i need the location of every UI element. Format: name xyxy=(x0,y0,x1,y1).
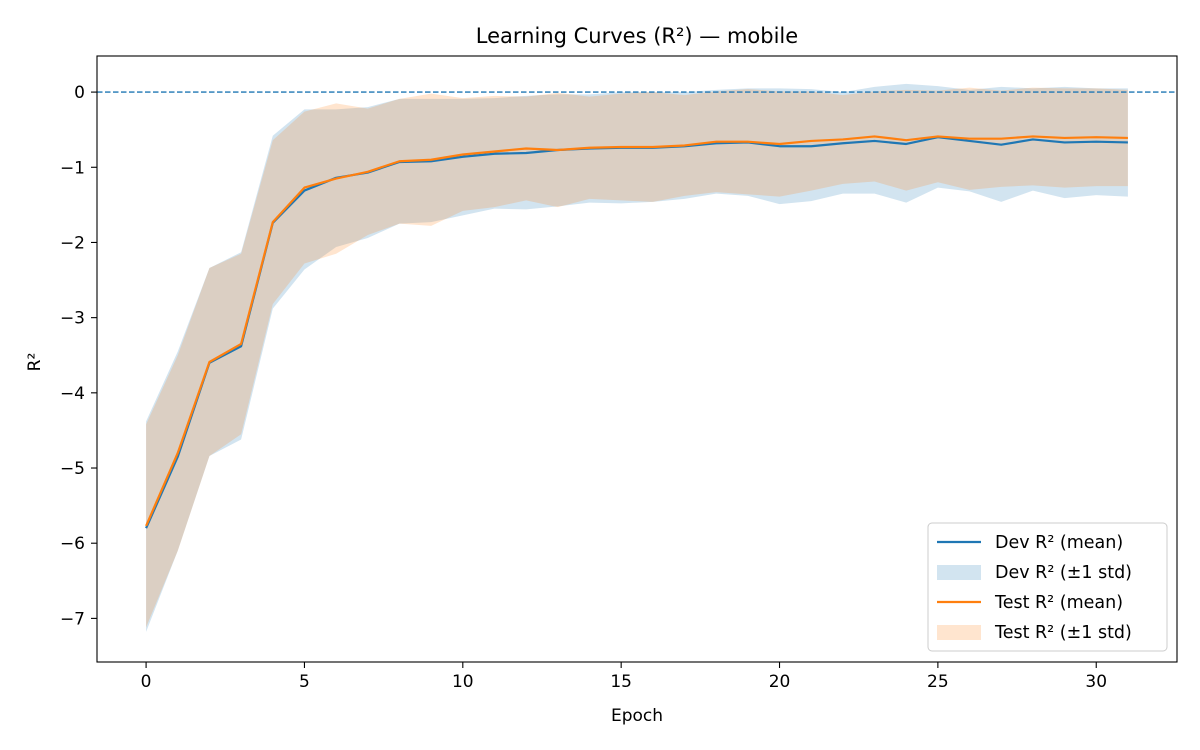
y-tick-label: −2 xyxy=(60,233,85,253)
y-tick-label: 0 xyxy=(74,83,85,103)
series-lines xyxy=(145,135,1128,529)
plot-frame xyxy=(96,55,1178,663)
chart-title: Learning Curves (R²) — mobile xyxy=(476,24,798,48)
legend-band-swatch xyxy=(937,565,981,580)
y-tick-label: −7 xyxy=(60,609,85,629)
legend-entry-label: Dev R² (mean) xyxy=(995,533,1123,553)
std-bands xyxy=(146,83,1128,632)
y-tick-label: −3 xyxy=(60,309,85,329)
legend-band-swatch xyxy=(937,625,981,640)
legend-box xyxy=(927,522,1168,652)
legend-entry-label: Dev R² (±1 std) xyxy=(995,563,1132,583)
legend-entry-label: Test R² (mean) xyxy=(994,593,1123,613)
x-tick-label: 0 xyxy=(141,672,152,692)
y-tick-label: −6 xyxy=(60,534,85,554)
legend: Dev R² (mean) Dev R² (±1 std) Test R² (mea… xyxy=(927,522,1168,652)
x-tick-label: 30 xyxy=(1085,672,1107,692)
y-tick-label: −4 xyxy=(60,384,85,404)
legend-entry-label: Test R² (±1 std) xyxy=(994,623,1132,643)
test-mean-line xyxy=(145,135,1128,527)
y-axis-label: R² xyxy=(25,353,45,372)
x-axis-ticks: 0 5 10 15 20 25 30 xyxy=(141,662,1107,692)
x-axis-label: Epoch xyxy=(611,706,663,726)
x-tick-label: 10 xyxy=(452,672,474,692)
y-tick-label: −5 xyxy=(60,459,85,479)
test-std-band xyxy=(146,87,1128,628)
y-tick-label: −1 xyxy=(60,158,85,178)
dev-std-band xyxy=(146,83,1128,632)
x-tick-label: 15 xyxy=(610,672,632,692)
x-tick-label: 25 xyxy=(927,672,949,692)
x-tick-label: 5 xyxy=(299,672,310,692)
x-tick-label: 20 xyxy=(769,672,791,692)
y-axis-ticks: 0 −1 −2 −3 −4 −5 −6 −7 xyxy=(60,83,97,629)
